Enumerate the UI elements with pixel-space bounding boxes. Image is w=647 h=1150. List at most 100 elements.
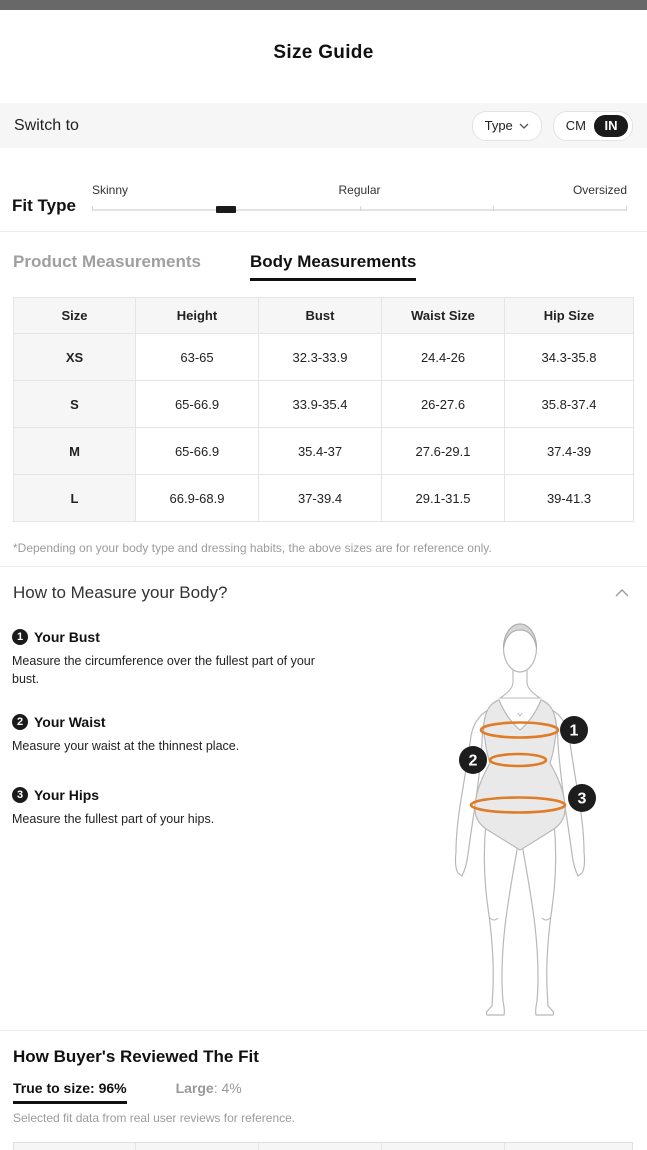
- how-to-measure-title: How to Measure your Body?: [13, 583, 228, 602]
- divider: [0, 231, 647, 232]
- large-fit-tab[interactable]: Large: 4%: [176, 1080, 242, 1096]
- fit-type-row: Fit Type Skinny Regular Oversized: [0, 180, 647, 216]
- review-fit-tabs: True to size: 96% Large: 4%: [0, 1080, 647, 1104]
- partial-bottom-table-header: [13, 1142, 633, 1150]
- measure-item-title-text: Your Waist: [34, 714, 106, 730]
- top-status-bar: [0, 0, 647, 10]
- figure-badge-1: 1: [560, 716, 588, 744]
- review-note: Selected fit data from real user reviews…: [13, 1111, 296, 1125]
- value-cell: 65-66.9: [135, 427, 259, 475]
- value-cell: 37-39.4: [258, 474, 382, 522]
- measurement-tabs: Product Measurements Body Measurements: [0, 252, 647, 281]
- figure-badge-2: 2: [459, 746, 487, 774]
- table-row: L 66.9-68.9 37-39.4 29.1-31.5 39-41.3: [13, 474, 634, 522]
- fit-option-regular: Regular: [338, 183, 381, 197]
- value-cell: 65-66.9: [135, 380, 259, 428]
- measure-item-desc: Measure the circumference over the fulle…: [12, 654, 315, 687]
- measure-item-title-text: Your Bust: [34, 629, 100, 645]
- size-cell: XS: [13, 333, 136, 381]
- switch-to-label: Switch to: [14, 116, 79, 134]
- value-cell: 63-65: [135, 333, 259, 381]
- knee-mark: [489, 917, 499, 921]
- svg-text:1: 1: [570, 723, 579, 740]
- table-row: M 65-66.9 35.4-37 27.6-29.1 37.4-39: [13, 427, 634, 475]
- fit-slider-tick: [359, 206, 361, 211]
- type-dropdown-label: Type: [484, 118, 513, 133]
- page-title: Size Guide: [273, 42, 374, 63]
- right-arm: [550, 708, 586, 877]
- fit-option-oversized: Oversized: [572, 183, 627, 197]
- measure-item-title: 3 Your Hips: [12, 787, 352, 803]
- value-cell: 33.9-35.4: [258, 380, 382, 428]
- size-cell: S: [13, 380, 136, 428]
- unit-toggle[interactable]: CM IN: [552, 110, 633, 141]
- value-cell: 35.8-37.4: [504, 380, 634, 428]
- measure-item-title: 2 Your Waist: [12, 714, 352, 730]
- bottom-table-col: [136, 1143, 259, 1150]
- left-leg: [483, 822, 520, 1016]
- divider: [0, 1030, 647, 1031]
- col-header-hip: Hip Size: [504, 297, 634, 334]
- fit-slider-track[interactable]: [92, 206, 627, 213]
- knee-mark: [541, 917, 551, 921]
- unit-cm[interactable]: CM: [565, 118, 586, 133]
- large-label: Large: [175, 1080, 214, 1096]
- col-header-size: Size: [13, 297, 136, 334]
- body-measurements-table: Size Height Bust Waist Size Hip Size XS …: [13, 297, 634, 522]
- measure-item-hips: 3 Your Hips Measure the fullest part of …: [12, 787, 352, 828]
- table-row: S 65-66.9 33.9-35.4 26-27.6 35.8-37.4: [13, 380, 634, 428]
- fit-type-slider-labels: Skinny Regular Oversized: [92, 180, 627, 197]
- value-cell: 37.4-39: [504, 427, 634, 475]
- size-cell: M: [13, 427, 136, 475]
- fit-slider-handle[interactable]: [215, 206, 236, 213]
- value-cell: 24.4-26: [381, 333, 505, 381]
- bottom-table-col: [382, 1143, 505, 1150]
- value-cell: 29.1-31.5: [381, 474, 505, 522]
- chevron-up-icon[interactable]: [615, 589, 629, 597]
- col-header-height: Height: [135, 297, 259, 334]
- size-table-footnote: *Depending on your body type and dressin…: [13, 541, 492, 555]
- value-cell: 66.9-68.9: [135, 474, 259, 522]
- bottom-table-col: [505, 1143, 632, 1150]
- measure-item-desc: Measure the fullest part of your hips.: [12, 812, 215, 826]
- hips-measure-line: [469, 796, 567, 814]
- step-1-badge: 1: [12, 629, 28, 645]
- body-figure-illustration: 1 2 3: [454, 623, 596, 1016]
- switch-bar: Switch to Type CM IN: [0, 103, 647, 148]
- large-value: : 4%: [213, 1080, 242, 1096]
- measure-item-waist: 2 Your Waist Measure your waist at the t…: [12, 714, 352, 755]
- fit-slider-tick: [626, 206, 627, 211]
- fit-slider-tick: [92, 206, 93, 211]
- unit-in-selected[interactable]: IN: [594, 114, 628, 137]
- switch-controls: Type CM IN: [471, 110, 633, 141]
- measure-item-bust: 1 Your Bust Measure the circumference ov…: [12, 629, 352, 688]
- table-row: XS 63-65 32.3-33.9 24.4-26 34.3-35.8: [13, 333, 634, 381]
- fit-option-skinny: Skinny: [92, 183, 129, 197]
- figure-badge-3: 3: [568, 784, 596, 812]
- tab-product-measurements[interactable]: Product Measurements: [13, 252, 201, 271]
- type-dropdown[interactable]: Type: [471, 110, 542, 141]
- hair: [503, 623, 537, 649]
- svg-text:3: 3: [578, 791, 587, 808]
- value-cell: 35.4-37: [258, 427, 382, 475]
- svg-text:2: 2: [469, 753, 478, 770]
- measure-item-title-text: Your Hips: [34, 787, 100, 803]
- value-cell: 32.3-33.9: [258, 333, 382, 381]
- value-cell: 27.6-29.1: [381, 427, 505, 475]
- step-3-badge: 3: [12, 787, 28, 803]
- col-header-waist: Waist Size: [381, 297, 505, 334]
- step-2-badge: 2: [12, 714, 28, 730]
- review-section-heading: How Buyer's Reviewed The Fit: [13, 1047, 259, 1066]
- tab-body-measurements[interactable]: Body Measurements: [250, 252, 417, 281]
- true-to-size-tab[interactable]: True to size: 96%: [13, 1080, 127, 1104]
- bottom-table-col: [259, 1143, 382, 1150]
- value-cell: 39-41.3: [504, 474, 634, 522]
- table-header-row: Size Height Bust Waist Size Hip Size: [13, 297, 634, 334]
- fit-type-slider[interactable]: Skinny Regular Oversized: [92, 180, 627, 216]
- value-cell: 26-27.6: [381, 380, 505, 428]
- fit-slider-tick: [493, 206, 495, 211]
- how-to-measure-header[interactable]: How to Measure your Body?: [0, 583, 647, 603]
- right-leg: [520, 822, 557, 1016]
- chevron-down-icon: [519, 123, 529, 129]
